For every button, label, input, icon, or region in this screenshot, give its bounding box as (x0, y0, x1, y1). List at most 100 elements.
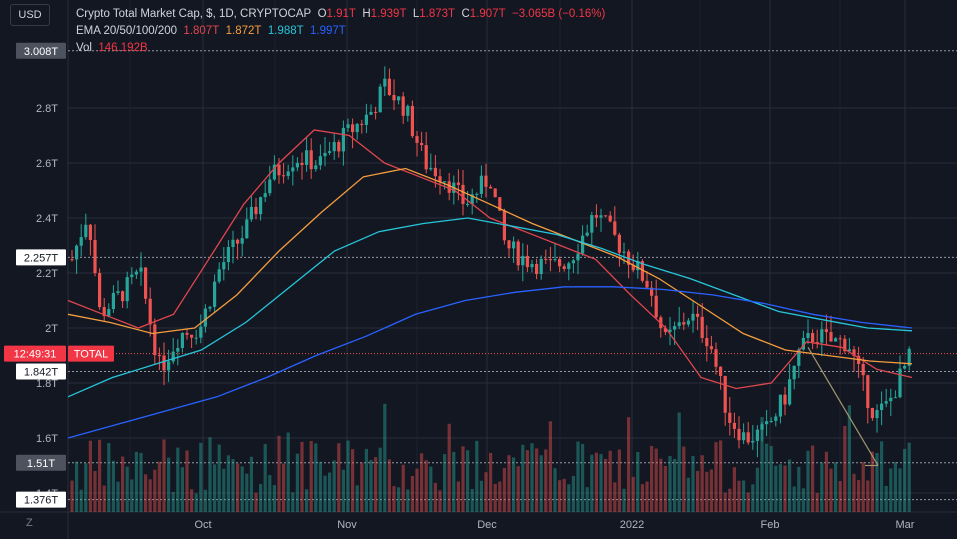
low-value: 1.873T (419, 8, 456, 20)
volume-bar (857, 480, 861, 512)
candle-body (231, 239, 235, 247)
high-value: 1.939T (370, 8, 407, 20)
volume-bar (728, 488, 732, 512)
candle-body (728, 412, 732, 423)
price-label-bg (4, 345, 66, 362)
volume-bar (792, 486, 796, 512)
volume-bar (360, 462, 364, 512)
symbol-title[interactable]: Crypto Total Market Cap, $, 1D, CRYPTOCA… (76, 8, 312, 20)
volume-bar (337, 443, 341, 512)
currency-button[interactable]: USD (10, 4, 50, 26)
volume-bar (829, 468, 833, 512)
candle-body (714, 349, 718, 367)
volume-bar (719, 440, 723, 512)
price-label: 1.376T (24, 495, 59, 507)
candle-body (806, 333, 810, 338)
price-label-bg (16, 42, 66, 59)
volume-bar (70, 480, 74, 512)
candle-body (507, 240, 511, 249)
volume-bar (443, 454, 447, 512)
ema50-line (67, 167, 913, 365)
volume-bar (769, 445, 773, 512)
candle-body (783, 394, 787, 405)
candle-body (709, 346, 713, 350)
volume-bar (608, 450, 612, 512)
candle-body (751, 440, 755, 443)
candle-body (843, 338, 847, 352)
candle-body (870, 408, 874, 419)
candle-body (268, 179, 272, 194)
candle-body (438, 176, 442, 183)
y-tick-label: 2.4T (36, 213, 58, 225)
ema-label[interactable]: EMA 20/50/100/200 (76, 25, 178, 37)
y-tick-label: 2.8T (36, 103, 58, 115)
ema20-line (67, 129, 913, 390)
volume-bar (153, 469, 157, 512)
candle-body (682, 322, 686, 325)
candle-body (622, 251, 626, 253)
x-tick-label: Dec (477, 519, 497, 531)
volume-bar (222, 468, 226, 512)
candle-body (282, 175, 286, 177)
candle-body (907, 348, 911, 366)
candle-body (318, 156, 322, 166)
candle-body (663, 328, 667, 333)
ema200-value: 1.997T (310, 25, 346, 37)
price-label-bg (16, 454, 66, 471)
volume-bar (84, 463, 88, 512)
volume-bar (631, 476, 635, 512)
candle-body (139, 267, 143, 272)
candle-body (571, 260, 575, 264)
candle-body (512, 241, 516, 249)
candle-body (410, 105, 414, 137)
volume-bar (581, 443, 585, 512)
price-label: 3.008T (24, 46, 59, 58)
volume-bar (484, 472, 488, 512)
candle-body (590, 215, 594, 233)
candle-body (811, 333, 815, 343)
volume-bar (801, 488, 805, 512)
candle-body (829, 332, 833, 342)
candle-body (668, 329, 672, 333)
candle-body (75, 245, 79, 260)
candle-body (236, 239, 240, 244)
volume-bar (291, 492, 295, 512)
candle-body (636, 261, 640, 271)
candle-body (852, 349, 856, 356)
candle-body (369, 111, 373, 115)
candle-body (479, 175, 483, 194)
volume-bar (544, 449, 548, 512)
candle-body (553, 259, 557, 261)
volume-bar (765, 443, 769, 512)
volume-bar (838, 481, 842, 512)
candle-body (544, 258, 548, 260)
price-label: 1.51T (27, 458, 55, 470)
y-tick-label: 1.6T (36, 433, 58, 445)
price-label: TOTAL (74, 349, 108, 361)
volume-bar (489, 452, 493, 512)
candle-body (898, 368, 902, 398)
vol-label[interactable]: Vol (76, 42, 92, 54)
volume-bar (231, 459, 235, 512)
x-tick-label: Nov (337, 519, 357, 531)
candle-body (470, 194, 474, 204)
candle-body (866, 375, 870, 409)
volume-bar (309, 440, 313, 512)
candle-body (797, 349, 801, 366)
candle-body (461, 184, 465, 205)
candle-body (765, 421, 769, 425)
volume-bar (295, 453, 299, 512)
volume-bar (843, 425, 847, 512)
volume-bar (686, 477, 690, 512)
candle-body (576, 253, 580, 261)
candle-body (567, 263, 571, 269)
candle-body (778, 394, 782, 417)
volume-bar (815, 492, 819, 512)
volume-bar (346, 440, 350, 512)
zoom-button[interactable]: Z (26, 517, 33, 529)
volume-bar (475, 440, 479, 512)
volume-bar (447, 423, 451, 512)
volume-bar (797, 466, 801, 512)
x-tick-label: Mar (896, 519, 915, 531)
